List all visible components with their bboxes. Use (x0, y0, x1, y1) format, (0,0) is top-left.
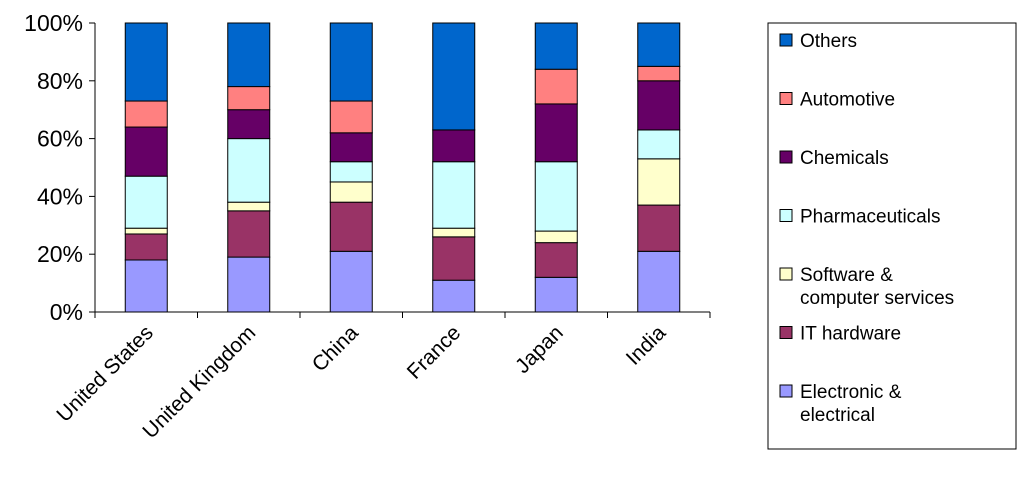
bar-segment-software-and-computer-services (637, 158, 681, 206)
bar-segment-electronic-and-electrical (124, 259, 168, 313)
legend-label-pharmaceuticals: Pharmaceuticals (800, 207, 940, 228)
bar-segment-chemicals (124, 126, 168, 177)
bar-segment-chemicals (432, 129, 476, 163)
bar-segment-electronic-and-electrical (637, 250, 681, 313)
bar-segment-it-hardware (534, 242, 578, 278)
x-category-label: France (403, 321, 465, 383)
bar-segment-automotive (637, 65, 681, 82)
bar-segment-chemicals (329, 132, 373, 163)
legend-label-electronic-and-electrical: Electronic & electrical (800, 382, 902, 426)
bar-segment-it-hardware (124, 233, 168, 261)
legend-label-it-hardware: IT hardware (800, 324, 901, 345)
bar-segment-chemicals (534, 103, 578, 163)
bar-segment-it-hardware (329, 201, 373, 252)
x-category-label: China (308, 321, 363, 376)
bar-segment-it-hardware (637, 204, 681, 252)
legend-label-chemicals: Chemicals (800, 148, 889, 169)
legend-label-software-and-computer-services: Software & computer services (800, 265, 954, 309)
x-category-label: United Kingdom (138, 321, 260, 443)
y-tick-label: 40% (37, 183, 83, 209)
legend-swatch-it-hardware (779, 326, 793, 339)
bar-segment-automotive (329, 100, 373, 134)
y-tick-label: 20% (37, 241, 83, 267)
bar-segment-automotive (227, 86, 271, 111)
bar-segment-software-and-computer-services (124, 227, 168, 235)
y-tick-label: 60% (37, 126, 83, 152)
bar-segment-pharmaceuticals (637, 129, 681, 160)
bar-segment-pharmaceuticals (124, 175, 168, 229)
bar-segment-electronic-and-electrical (432, 279, 476, 313)
bar-segment-software-and-computer-services (227, 201, 271, 212)
bar-segment-electronic-and-electrical (227, 256, 271, 313)
legend-label-others: Others (800, 31, 857, 52)
bar-segment-electronic-and-electrical (534, 276, 578, 313)
legend-label-automotive: Automotive (800, 90, 895, 111)
bar-segment-automotive (534, 68, 578, 105)
y-tick-label: 100% (24, 10, 83, 36)
bar-segment-pharmaceuticals (329, 161, 373, 183)
bar-segment-pharmaceuticals (534, 161, 578, 232)
legend-swatch-pharmaceuticals (779, 209, 793, 222)
legend-box (767, 22, 1017, 450)
bars (124, 22, 681, 313)
bar-segment-pharmaceuticals (432, 161, 476, 229)
bar-segment-software-and-computer-services (432, 227, 476, 238)
bar-segment-pharmaceuticals (227, 138, 271, 203)
bar-segment-chemicals (227, 109, 271, 140)
bar-segment-others (432, 22, 476, 131)
x-category-label: Japan (511, 321, 568, 378)
bar-segment-others (534, 22, 578, 70)
bar-segment-it-hardware (432, 236, 476, 281)
legend: Others Automotive Chemicals Pharmaceuticals… (767, 22, 1017, 450)
bar-segment-software-and-computer-services (329, 181, 373, 203)
legend-swatch-others (779, 33, 793, 47)
bar-segment-others (124, 22, 168, 102)
bar-segment-chemicals (637, 80, 681, 131)
legend-swatch-chemicals (779, 150, 793, 164)
x-category-label: India (622, 321, 671, 370)
y-tick-label: 80% (37, 68, 83, 94)
bar-segment-it-hardware (227, 210, 271, 258)
y-tick-label: 0% (50, 299, 83, 325)
bar-segment-others (637, 22, 681, 67)
legend-swatch-automotive (779, 92, 793, 105)
bar-segment-others (329, 22, 373, 102)
x-category-label: United States (52, 321, 157, 426)
bar-segment-others (227, 22, 271, 88)
legend-swatch-software-and-computer-services (779, 267, 793, 281)
bar-segment-automotive (124, 100, 168, 128)
bar-segment-electronic-and-electrical (329, 250, 373, 313)
bar-segment-software-and-computer-services (534, 230, 578, 244)
legend-swatch-electronic-and-electrical (779, 384, 793, 398)
